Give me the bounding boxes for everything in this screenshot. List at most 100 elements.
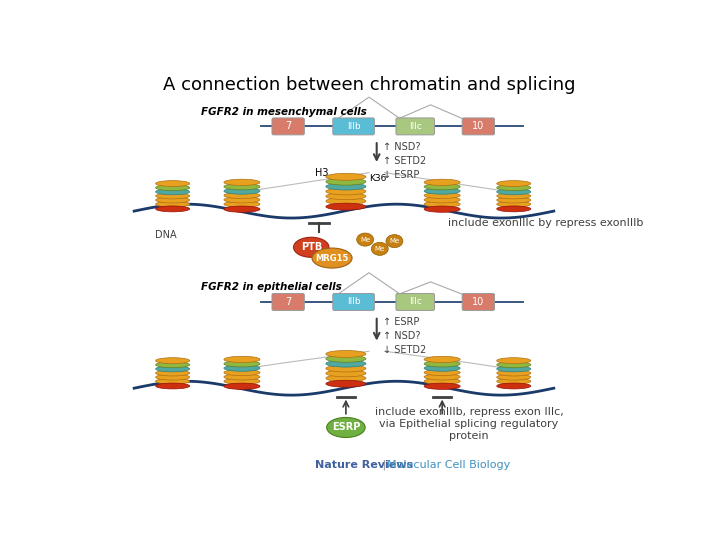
Text: PTB: PTB xyxy=(301,242,322,252)
Text: A connection between chromatin and splicing: A connection between chromatin and splic… xyxy=(163,76,575,94)
Text: IIIb: IIIb xyxy=(347,298,361,307)
Ellipse shape xyxy=(326,183,366,190)
Ellipse shape xyxy=(224,201,260,207)
Ellipse shape xyxy=(424,361,460,367)
Text: ↑ ESRP
↑ NSD?
↓ SETD2: ↑ ESRP ↑ NSD? ↓ SETD2 xyxy=(383,318,426,355)
Ellipse shape xyxy=(224,383,260,389)
Ellipse shape xyxy=(326,360,366,367)
Ellipse shape xyxy=(156,193,189,199)
Ellipse shape xyxy=(424,374,460,380)
Ellipse shape xyxy=(497,383,531,389)
Ellipse shape xyxy=(497,197,531,203)
Ellipse shape xyxy=(497,379,531,384)
Ellipse shape xyxy=(224,184,260,190)
Text: Me: Me xyxy=(374,246,385,252)
FancyBboxPatch shape xyxy=(396,118,434,135)
Ellipse shape xyxy=(497,206,531,212)
Text: include exonIIIc by repress exonIIIb: include exonIIIc by repress exonIIIb xyxy=(448,218,643,228)
Ellipse shape xyxy=(497,370,531,376)
Ellipse shape xyxy=(156,197,189,203)
Text: IIIb: IIIb xyxy=(347,122,361,131)
Ellipse shape xyxy=(312,248,352,268)
Ellipse shape xyxy=(224,197,260,203)
Ellipse shape xyxy=(224,356,260,362)
Ellipse shape xyxy=(327,417,365,437)
Ellipse shape xyxy=(497,201,531,207)
Ellipse shape xyxy=(424,356,460,362)
Ellipse shape xyxy=(497,374,531,380)
Ellipse shape xyxy=(224,179,260,185)
Text: 10: 10 xyxy=(472,122,485,131)
Ellipse shape xyxy=(424,188,460,194)
Ellipse shape xyxy=(156,357,189,363)
Text: FGFR2 in epithelial cells: FGFR2 in epithelial cells xyxy=(201,282,342,292)
Ellipse shape xyxy=(156,362,189,368)
Ellipse shape xyxy=(156,180,189,186)
Ellipse shape xyxy=(326,355,366,362)
Ellipse shape xyxy=(326,173,366,180)
Ellipse shape xyxy=(326,375,366,382)
Ellipse shape xyxy=(156,370,189,376)
Ellipse shape xyxy=(156,374,189,380)
Ellipse shape xyxy=(326,203,366,210)
Ellipse shape xyxy=(156,383,189,389)
Text: H3: H3 xyxy=(315,168,329,178)
Ellipse shape xyxy=(326,193,366,200)
Text: IIIc: IIIc xyxy=(409,298,422,307)
FancyBboxPatch shape xyxy=(333,118,374,135)
Ellipse shape xyxy=(497,357,531,363)
FancyBboxPatch shape xyxy=(272,294,305,310)
Ellipse shape xyxy=(224,192,260,199)
Ellipse shape xyxy=(326,370,366,377)
Ellipse shape xyxy=(497,366,531,372)
FancyBboxPatch shape xyxy=(462,118,495,135)
Ellipse shape xyxy=(424,378,460,384)
Ellipse shape xyxy=(424,192,460,199)
Ellipse shape xyxy=(156,379,189,384)
Ellipse shape xyxy=(156,201,189,207)
Ellipse shape xyxy=(156,206,189,212)
Ellipse shape xyxy=(326,178,366,185)
Text: Nature Reviews: Nature Reviews xyxy=(315,460,413,470)
Ellipse shape xyxy=(224,378,260,384)
FancyBboxPatch shape xyxy=(272,118,305,135)
Text: DNA: DNA xyxy=(155,231,176,240)
Text: ↑ NSD?
↑ SETD2
↓ ESRP: ↑ NSD? ↑ SETD2 ↓ ESRP xyxy=(383,142,426,180)
Text: |: | xyxy=(379,460,390,470)
Ellipse shape xyxy=(224,206,260,212)
Ellipse shape xyxy=(497,185,531,191)
Ellipse shape xyxy=(497,362,531,368)
Ellipse shape xyxy=(156,189,189,195)
FancyBboxPatch shape xyxy=(396,294,434,310)
Ellipse shape xyxy=(497,180,531,186)
Text: MRG15: MRG15 xyxy=(315,254,348,262)
Text: 7: 7 xyxy=(285,122,292,131)
Text: Me: Me xyxy=(390,238,400,244)
Ellipse shape xyxy=(386,234,403,248)
Text: 7: 7 xyxy=(285,297,292,307)
Ellipse shape xyxy=(424,179,460,185)
Ellipse shape xyxy=(424,365,460,372)
Ellipse shape xyxy=(424,369,460,376)
Text: FGFR2 in mesenchymal cells: FGFR2 in mesenchymal cells xyxy=(201,107,367,117)
Text: 10: 10 xyxy=(472,297,485,307)
Ellipse shape xyxy=(326,365,366,372)
Ellipse shape xyxy=(424,383,460,389)
Ellipse shape xyxy=(424,206,460,212)
Ellipse shape xyxy=(326,198,366,205)
FancyBboxPatch shape xyxy=(333,294,374,310)
FancyBboxPatch shape xyxy=(462,294,495,310)
Ellipse shape xyxy=(156,366,189,372)
Ellipse shape xyxy=(224,361,260,367)
Ellipse shape xyxy=(224,188,260,194)
Ellipse shape xyxy=(424,197,460,203)
Ellipse shape xyxy=(294,237,329,257)
Ellipse shape xyxy=(156,185,189,191)
Ellipse shape xyxy=(497,189,531,195)
Ellipse shape xyxy=(424,201,460,207)
Ellipse shape xyxy=(326,380,366,387)
Ellipse shape xyxy=(224,369,260,376)
Text: K36: K36 xyxy=(369,174,387,183)
Text: ESRP: ESRP xyxy=(332,422,360,433)
Ellipse shape xyxy=(224,365,260,372)
